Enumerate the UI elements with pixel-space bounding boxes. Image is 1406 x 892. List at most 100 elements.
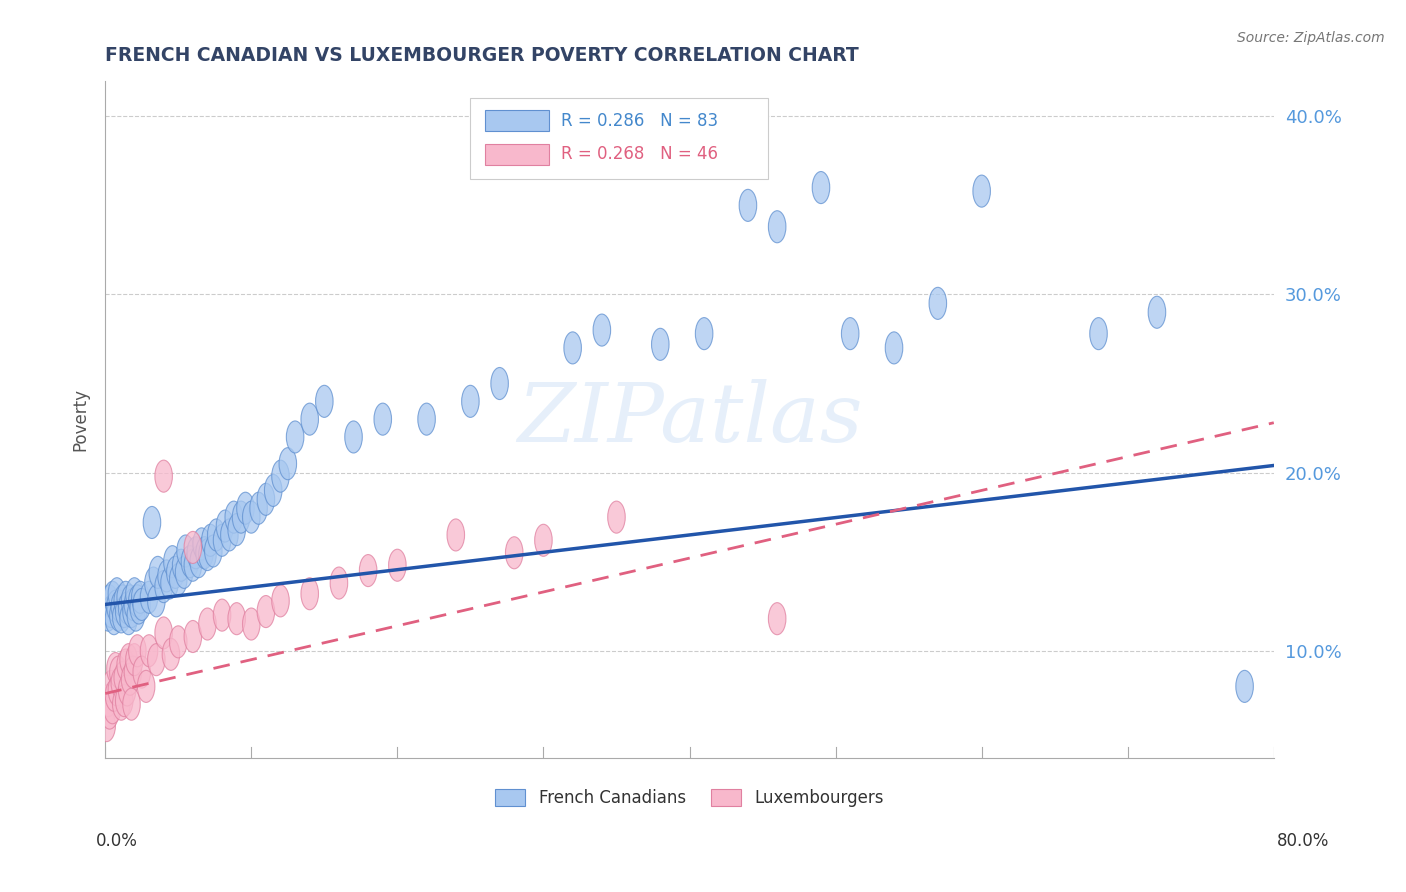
Ellipse shape [163, 546, 181, 578]
Ellipse shape [184, 621, 201, 653]
Ellipse shape [143, 507, 160, 539]
Ellipse shape [114, 585, 132, 617]
Ellipse shape [114, 662, 132, 693]
Ellipse shape [344, 421, 363, 453]
Ellipse shape [769, 603, 786, 635]
Ellipse shape [193, 528, 211, 560]
Ellipse shape [108, 578, 125, 610]
Ellipse shape [242, 608, 260, 640]
Ellipse shape [124, 657, 142, 688]
Ellipse shape [198, 608, 217, 640]
Ellipse shape [225, 501, 242, 533]
Ellipse shape [201, 524, 219, 557]
Ellipse shape [115, 596, 134, 628]
Ellipse shape [148, 644, 165, 676]
Ellipse shape [564, 332, 582, 364]
Ellipse shape [128, 585, 146, 617]
Ellipse shape [125, 644, 143, 676]
Ellipse shape [101, 585, 118, 617]
Ellipse shape [103, 671, 120, 702]
Ellipse shape [121, 664, 139, 695]
Ellipse shape [134, 657, 150, 688]
Ellipse shape [110, 599, 127, 632]
Ellipse shape [593, 314, 610, 346]
Ellipse shape [127, 599, 145, 632]
Ellipse shape [740, 189, 756, 221]
Ellipse shape [104, 582, 121, 614]
Text: FRENCH CANADIAN VS LUXEMBOURGER POVERTY CORRELATION CHART: FRENCH CANADIAN VS LUXEMBOURGER POVERTY … [105, 46, 859, 65]
Ellipse shape [112, 601, 129, 633]
Ellipse shape [208, 519, 225, 551]
Ellipse shape [886, 332, 903, 364]
Ellipse shape [166, 557, 184, 589]
Ellipse shape [145, 567, 162, 599]
Ellipse shape [491, 368, 509, 400]
Ellipse shape [173, 549, 190, 582]
Ellipse shape [118, 674, 136, 706]
Ellipse shape [120, 603, 138, 635]
Ellipse shape [141, 582, 157, 614]
Ellipse shape [447, 519, 464, 551]
Ellipse shape [271, 460, 290, 492]
Ellipse shape [228, 514, 246, 546]
Ellipse shape [330, 567, 347, 599]
Ellipse shape [769, 211, 786, 243]
Ellipse shape [257, 483, 274, 516]
Ellipse shape [148, 585, 165, 617]
Ellipse shape [111, 667, 128, 698]
Text: 80.0%: 80.0% [1277, 832, 1330, 850]
Ellipse shape [217, 510, 233, 542]
Ellipse shape [103, 596, 120, 628]
Ellipse shape [418, 403, 436, 435]
Ellipse shape [651, 328, 669, 360]
Ellipse shape [505, 537, 523, 569]
Ellipse shape [184, 532, 201, 564]
Ellipse shape [104, 691, 121, 723]
Ellipse shape [122, 688, 141, 720]
Ellipse shape [214, 599, 231, 632]
Ellipse shape [198, 539, 217, 571]
Ellipse shape [461, 385, 479, 417]
Ellipse shape [184, 549, 201, 582]
Text: 0.0%: 0.0% [96, 832, 138, 850]
Ellipse shape [973, 175, 990, 207]
Ellipse shape [232, 501, 250, 533]
Text: R = 0.268   N = 46: R = 0.268 N = 46 [561, 145, 718, 163]
Ellipse shape [190, 546, 208, 578]
Ellipse shape [929, 287, 946, 319]
Ellipse shape [111, 591, 128, 623]
Ellipse shape [98, 709, 115, 741]
Ellipse shape [204, 535, 222, 567]
Ellipse shape [117, 649, 135, 681]
Ellipse shape [138, 671, 155, 702]
Ellipse shape [301, 578, 319, 610]
Ellipse shape [534, 524, 553, 557]
Ellipse shape [107, 591, 124, 623]
Text: R = 0.286   N = 83: R = 0.286 N = 83 [561, 112, 718, 129]
Ellipse shape [1149, 296, 1166, 328]
Ellipse shape [177, 535, 194, 567]
Ellipse shape [155, 617, 173, 649]
Ellipse shape [374, 403, 391, 435]
Ellipse shape [101, 697, 118, 729]
Ellipse shape [228, 603, 246, 635]
Ellipse shape [124, 589, 142, 621]
Text: ZIPatlas: ZIPatlas [517, 379, 862, 459]
Ellipse shape [301, 403, 319, 435]
Ellipse shape [157, 560, 176, 592]
Ellipse shape [105, 603, 122, 635]
Ellipse shape [841, 318, 859, 350]
Ellipse shape [129, 592, 148, 624]
Ellipse shape [160, 567, 179, 599]
Ellipse shape [118, 592, 136, 624]
Ellipse shape [120, 644, 138, 676]
FancyBboxPatch shape [485, 110, 550, 131]
Ellipse shape [115, 684, 134, 716]
Ellipse shape [187, 537, 204, 569]
Ellipse shape [170, 626, 187, 658]
FancyBboxPatch shape [470, 97, 768, 178]
Ellipse shape [264, 475, 283, 507]
Ellipse shape [149, 557, 166, 589]
Ellipse shape [121, 585, 139, 617]
Ellipse shape [155, 571, 173, 603]
